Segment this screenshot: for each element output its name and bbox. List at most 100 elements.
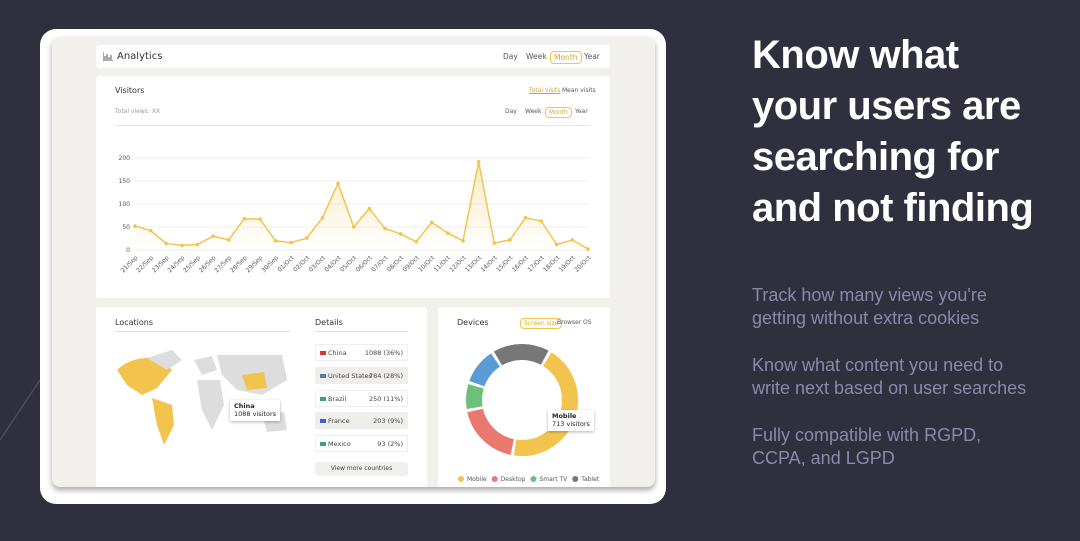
point xyxy=(148,228,153,233)
country: Brazil xyxy=(328,394,347,403)
paragraph-line: Know what content you need to xyxy=(752,355,1004,375)
legend-label: Tablet xyxy=(580,476,600,483)
point xyxy=(305,236,309,240)
tooltip-title: China xyxy=(234,402,255,410)
country: Mexico xyxy=(328,440,351,449)
table-row: Brazil 250 (11%) xyxy=(315,389,408,407)
legend-swatch xyxy=(491,476,498,482)
point xyxy=(351,225,356,229)
visitors-card xyxy=(96,76,610,298)
point xyxy=(242,216,247,221)
point xyxy=(133,224,137,228)
divider xyxy=(115,125,590,126)
point xyxy=(273,239,278,243)
point xyxy=(383,226,387,231)
point xyxy=(180,243,184,248)
y-tick-label: 0 xyxy=(126,247,130,254)
donut-segment xyxy=(469,353,501,387)
legend-label: Mobile xyxy=(467,476,487,483)
point xyxy=(164,241,169,246)
y-tick-label: 50 xyxy=(122,224,130,231)
count: 784 (28%) xyxy=(369,371,403,380)
donut-segment xyxy=(467,408,515,455)
flag xyxy=(320,396,326,401)
flag xyxy=(320,442,326,447)
tab[interactable]: Week xyxy=(526,52,547,61)
headline: Know what xyxy=(752,33,959,77)
point xyxy=(476,159,481,164)
legend-label: Smart TV xyxy=(539,476,568,483)
point xyxy=(258,217,262,221)
table-row: France 203 (9%) xyxy=(315,412,408,430)
divider xyxy=(315,331,408,332)
x-tick-label: 30/Sep xyxy=(260,254,280,274)
legend-item[interactable]: Total visits xyxy=(529,87,561,94)
headline: your users are xyxy=(752,84,1021,128)
tab[interactable]: Browser xyxy=(557,319,582,326)
tab[interactable]: OS xyxy=(583,319,592,326)
card-title: Locations xyxy=(115,318,154,327)
legend-swatch xyxy=(572,476,579,482)
tab[interactable]: Month xyxy=(545,107,572,118)
point xyxy=(539,219,543,223)
card-title: Devices xyxy=(457,318,489,327)
tab[interactable]: Month xyxy=(550,51,582,64)
button[interactable]: View more countries xyxy=(315,462,408,476)
donut-segment xyxy=(493,344,549,366)
point xyxy=(492,241,497,245)
country: France xyxy=(328,417,350,426)
line xyxy=(134,161,589,250)
point xyxy=(461,239,465,243)
point xyxy=(429,220,434,225)
tab[interactable]: Day xyxy=(503,52,518,61)
header-bar xyxy=(96,45,610,68)
y-tick-label: 200 xyxy=(119,155,131,162)
y-tick-label: 100 xyxy=(119,201,131,208)
paragraph-line: getting without extra cookies xyxy=(752,308,980,328)
card-title: Details xyxy=(315,318,343,327)
divider xyxy=(115,331,290,332)
header-title: Analytics xyxy=(117,51,163,62)
tab[interactable]: Year xyxy=(575,108,588,115)
donut-segment xyxy=(466,384,484,409)
tooltip-value: 1088 visitors xyxy=(234,410,277,419)
point xyxy=(414,239,418,244)
country: China xyxy=(328,349,347,357)
legend-item[interactable]: Mean visits xyxy=(562,87,596,94)
flag xyxy=(320,419,326,424)
point xyxy=(320,216,325,220)
card-title: Visitors xyxy=(115,86,145,95)
line-chart: 05010015020021/Sep22/Sep23/Sep24/Sep25/S… xyxy=(119,155,593,274)
tooltip-value: 713 visitors xyxy=(552,420,590,429)
area xyxy=(135,161,588,250)
table-row: Mexico 93 (2%) xyxy=(315,435,408,453)
point xyxy=(570,238,575,242)
tab[interactable]: Day xyxy=(505,108,517,115)
point xyxy=(336,181,340,186)
tab[interactable]: Screen size xyxy=(520,318,563,329)
point xyxy=(586,247,590,251)
point xyxy=(523,216,528,220)
map-tooltip: China 1088 visitors xyxy=(230,400,281,421)
total-views: Total views: XX xyxy=(115,108,161,115)
point xyxy=(289,240,294,245)
point xyxy=(508,238,512,242)
point xyxy=(211,234,215,238)
point xyxy=(195,242,200,247)
count: 1088 (36%) xyxy=(364,349,403,357)
tab[interactable]: Year xyxy=(584,52,600,61)
tooltip-title: Mobile xyxy=(552,412,577,420)
paragraph-line: write next based on user searches xyxy=(752,378,1027,398)
point xyxy=(554,242,559,247)
donut-segment xyxy=(513,352,578,456)
point xyxy=(398,232,403,236)
paragraph-line: Track how many views you're xyxy=(752,285,987,305)
headline: and not finding xyxy=(752,186,1034,230)
paragraph-line: Fully compatible with RGPD, xyxy=(752,425,982,445)
donut-tooltip: Mobile 713 visitors xyxy=(548,410,594,431)
count: 203 (9%) xyxy=(373,417,403,426)
table-row: United States 784 (28%) xyxy=(315,366,408,384)
world-map xyxy=(117,350,287,445)
tab[interactable]: Week xyxy=(525,108,542,115)
